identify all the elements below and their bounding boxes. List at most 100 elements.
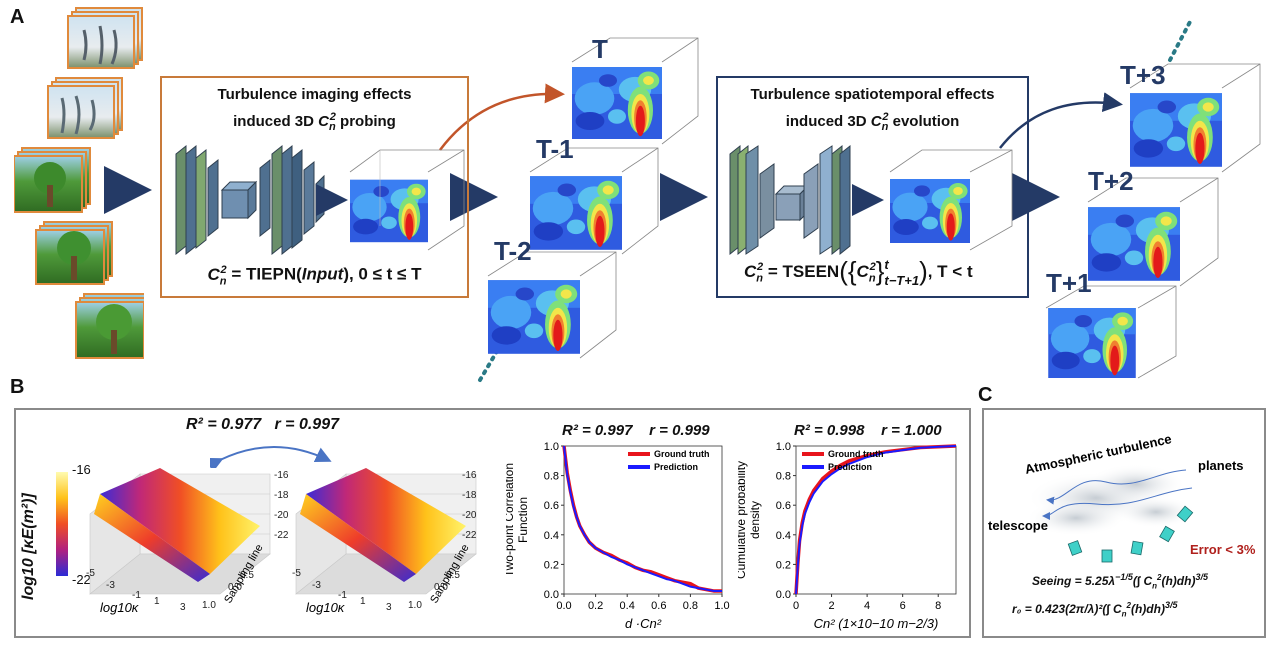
formula2-sub-range: t−T+1: [884, 272, 920, 288]
formula2-sub-inner: n: [868, 272, 876, 285]
light-ray-1: [1046, 469, 1187, 505]
formula1-input: Input: [301, 264, 344, 284]
colorbar-min: -22: [72, 572, 91, 587]
tiepn-title-line2: induced 3D Cn2 probing: [162, 106, 467, 138]
s1-y1: 0.5: [240, 570, 254, 581]
s2-x4: 3: [386, 602, 392, 613]
surface-plot-prediction: -16 -18 -20 -22 -5 -3 -1 1 3 0.0 0.5 1.0…: [292, 468, 477, 615]
cdf-r: r = 1.000: [881, 422, 942, 439]
tiepn-formula: Cn2 = TIEPN(Input), 0 ≤ t ≤ T: [162, 264, 467, 287]
series-line-prediction: [563, 445, 722, 593]
cube-T+3: [1129, 63, 1261, 173]
cubes-future: [1045, 63, 1261, 379]
formula2-c: C: [744, 262, 757, 281]
tiepn-title-post: probing: [335, 113, 396, 130]
correlation-chart: 0.0 0.2 0.4 0.6 0.8 1.0 0.0 0.2 0.4 0.6 0.8 1.0 Grou…: [506, 441, 730, 631]
formula1-tail: ), 0 ≤ t ≤ T: [343, 264, 422, 284]
tseen-title: Turbulence spatiotemporal effects induce…: [718, 84, 1027, 138]
y-axis-label-line1: Two-point Correlation: [506, 463, 516, 577]
s1-x0: -5: [86, 568, 95, 579]
x-tick-label: 0.2: [588, 600, 603, 612]
y-tick-label: 0.6: [544, 500, 559, 512]
x-tick-label: 0: [793, 600, 799, 612]
telescope-label: telescope: [988, 518, 1048, 533]
s2-xlabel: log10κ: [306, 600, 346, 615]
curve-to-T: [439, 83, 565, 151]
cdf-chart: 0.0 0.2 0.4 0.6 0.8 1.0 0 2 4 6 8 Ground truth Predi…: [738, 441, 957, 631]
r0-formula: r₀ = 0.423(2π/λ)²(∫ Cn2(h)dh)3/5: [1012, 600, 1178, 619]
formula2-eq: = TSEEN: [763, 262, 840, 281]
colorbar-max: -16: [72, 462, 91, 477]
tseen-box: Turbulence spatiotemporal effects induce…: [716, 76, 1029, 298]
s1-y0: 0.0: [228, 582, 242, 593]
x-tick-label: 8: [935, 600, 941, 612]
planets-label: planets: [1198, 458, 1244, 473]
label-T+1: T+1: [1046, 268, 1092, 298]
y-axis-label: Cumulative probabilitydensity: [738, 461, 762, 579]
s2-z1: -18: [462, 490, 477, 501]
cube-T+2: [1087, 177, 1219, 287]
cn2-c-2: C: [870, 113, 882, 130]
tseen-network: [729, 144, 884, 256]
tiepn-title: Turbulence imaging effects induced 3D Cn…: [162, 84, 467, 138]
x-tick-label: 2: [828, 600, 834, 612]
s2-y0: 0.0: [434, 582, 448, 593]
surface-r2: R² = 0.977: [186, 416, 262, 433]
panel-b-frame: [14, 408, 971, 638]
cn2-sup: 2: [329, 111, 336, 123]
s1-z0: -16: [274, 470, 289, 481]
s1-z1: -18: [274, 490, 289, 501]
s1-x3: 1: [154, 596, 160, 607]
formula2-sup-t: t: [884, 256, 889, 272]
legend-label: Ground truth: [828, 449, 884, 459]
y-axis-label: Two-point CorrelationFunction: [506, 463, 530, 577]
y-tick-label: 0.2: [776, 559, 791, 571]
cube-T-2: [487, 251, 617, 359]
label-T-2: T-2: [494, 236, 532, 266]
turbulence-cloud: [1026, 464, 1196, 536]
corr-stats: R² = 0.997 r = 0.999: [562, 422, 710, 439]
s1-x1: -3: [106, 580, 115, 591]
formula2-tail: , T < t: [927, 262, 973, 281]
formula1-sub: n: [219, 275, 227, 288]
input-image-stacks: [14, 7, 144, 359]
x-tick-label: 4: [864, 600, 870, 612]
s1-x4: 3: [180, 602, 186, 613]
error-label: Error < 3%: [1190, 542, 1256, 557]
cdf-r2: R² = 0.998: [794, 422, 865, 439]
cn2-c: C: [318, 113, 329, 130]
tiepn-network: [175, 144, 348, 256]
tseen-formula: Cn2 = TSEEN({Cn2} t t−T+1), T < t: [744, 256, 973, 288]
series-line-prediction: [795, 445, 957, 595]
curve-to-T+3: [999, 92, 1123, 149]
formula2-sup-inner: 2: [869, 261, 876, 274]
colorbar-label: log10 [κE(m²)]: [20, 493, 37, 600]
s1-z3: -22: [274, 530, 289, 541]
s1-z2: -20: [274, 510, 289, 521]
y-tick-label: 0.0: [544, 589, 559, 601]
cubes-past: [487, 37, 699, 359]
corr-r2: R² = 0.997: [562, 422, 633, 439]
y-tick-label: 1.0: [544, 441, 559, 453]
x-tick-label: 0.4: [620, 600, 635, 612]
s1-xlabel: log10κ: [100, 600, 140, 615]
legend-label: Prediction: [828, 462, 872, 472]
x-axis-label: d ·Cn²: [625, 616, 662, 631]
light-ray-2: [1042, 487, 1193, 520]
tseen-title-line2: induced 3D Cn2 evolution: [718, 106, 1027, 138]
label-T: T: [592, 34, 608, 64]
tiepn-title-line1: Turbulence imaging effects: [217, 86, 412, 103]
s2-z2: -20: [462, 510, 477, 521]
y-tick-label: 0.8: [544, 471, 559, 483]
tiepn-output-cube: [349, 149, 465, 251]
x-tick-label: 0.0: [556, 600, 571, 612]
stack-5: [75, 293, 144, 359]
s2-z0: -16: [462, 470, 477, 481]
label-T-1: T-1: [536, 134, 574, 164]
compare-arrow: [210, 446, 332, 468]
panel-c-letter: C: [978, 384, 993, 406]
tseen-title-line1: Turbulence spatiotemporal effects: [750, 86, 995, 103]
panel-c-frame: [982, 408, 1266, 638]
formula1-eq: = TIEPN(: [226, 264, 302, 284]
legend-label: Prediction: [654, 462, 698, 472]
